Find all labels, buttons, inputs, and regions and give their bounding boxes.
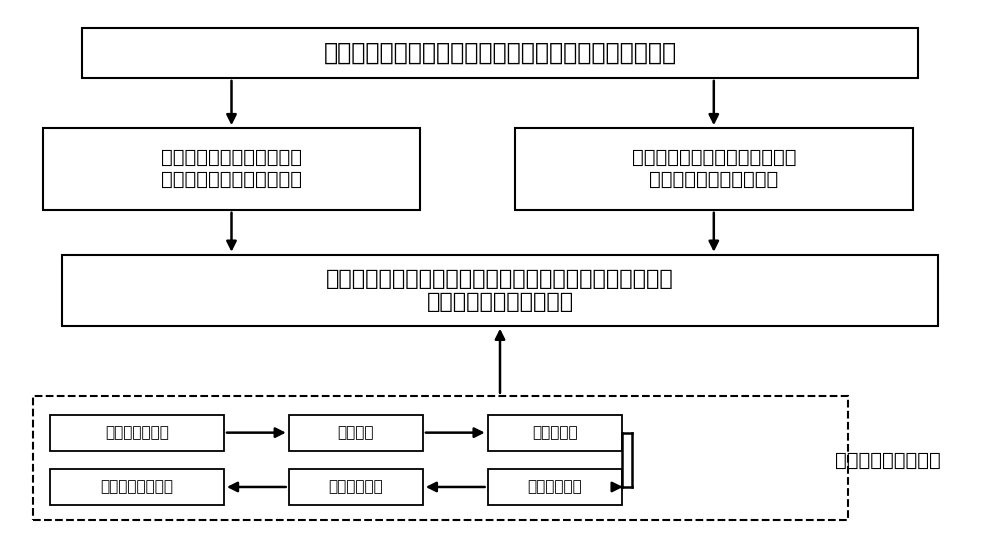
- Text: 腐蚀膨胀操作: 腐蚀膨胀操作: [328, 480, 383, 495]
- FancyBboxPatch shape: [488, 469, 622, 505]
- FancyBboxPatch shape: [488, 415, 622, 450]
- FancyBboxPatch shape: [82, 28, 918, 78]
- FancyBboxPatch shape: [50, 415, 224, 450]
- FancyBboxPatch shape: [515, 128, 913, 210]
- Text: 采用数字化图像处理技术提取硅片表面内的全部凹坑宽度，
计算硅片全表面线粗糙度: 采用数字化图像处理技术提取硅片表面内的全部凹坑宽度， 计算硅片全表面线粗糙度: [326, 269, 674, 312]
- Text: 硅片微观形貌图: 硅片微观形貌图: [105, 425, 169, 440]
- Text: 建立单晶硅片全表面线粗糙度与凹坑宽度的数学关系模型: 建立单晶硅片全表面线粗糙度与凹坑宽度的数学关系模型: [323, 41, 677, 65]
- Text: 孔洞填充操作: 孔洞填充操作: [527, 480, 582, 495]
- FancyBboxPatch shape: [33, 395, 848, 520]
- FancyBboxPatch shape: [289, 415, 423, 450]
- Text: 数字化图像处理技术: 数字化图像处理技术: [835, 450, 941, 470]
- Text: 灰度操作: 灰度操作: [338, 425, 374, 440]
- FancyBboxPatch shape: [43, 128, 420, 210]
- Text: 图像区域属性度量: 图像区域属性度量: [101, 480, 174, 495]
- FancyBboxPatch shape: [62, 255, 938, 326]
- FancyBboxPatch shape: [289, 469, 423, 505]
- Text: 通过纳米刻划实验，测得硅
片划痕两边的材料堆积高度: 通过纳米刻划实验，测得硅 片划痕两边的材料堆积高度: [161, 148, 302, 189]
- Text: 二值化操作: 二值化操作: [532, 425, 578, 440]
- Text: 测得硅片表面最大凹坑宽度、深
度，解出模型中的未知量: 测得硅片表面最大凹坑宽度、深 度，解出模型中的未知量: [632, 148, 796, 189]
- FancyBboxPatch shape: [50, 469, 224, 505]
